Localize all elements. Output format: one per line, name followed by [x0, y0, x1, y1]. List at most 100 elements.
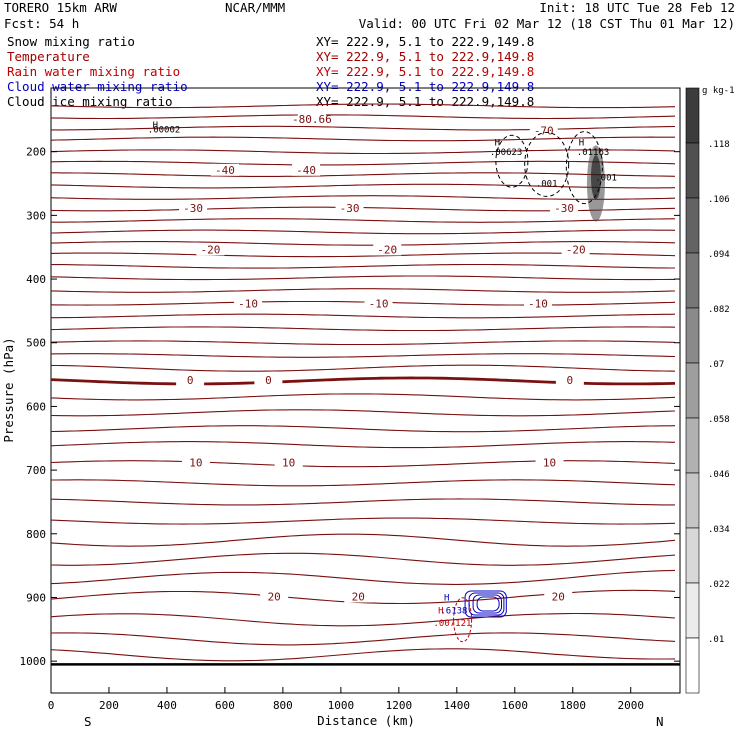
legend-cloud-ice-label: Cloud ice mixing ratio — [7, 94, 173, 109]
isotherm-label-bg — [364, 297, 393, 310]
model-title: TORERO 15km ARW — [4, 0, 117, 15]
contour-annotation: H — [495, 138, 500, 148]
isotherm-label-bg — [535, 456, 564, 469]
isotherm-label-bg — [335, 202, 364, 214]
x-tick-label: 200 — [99, 699, 119, 712]
contour-annotation: .00623 — [490, 148, 523, 158]
isotherm-line — [50, 340, 676, 346]
snow-contour — [495, 134, 529, 188]
colorbar-cell — [685, 307, 700, 364]
colorbar-tick-label: .058 — [708, 415, 730, 425]
legend-cloud-water-label: Cloud water mixing ratio — [7, 79, 188, 94]
isotherm-label-bg — [196, 243, 225, 256]
legend: Snow mixing ratio XY= 222.9, 5.1 to 222.… — [7, 34, 534, 109]
isotherm-label-bg — [179, 202, 208, 214]
cloud-water-contour — [476, 596, 500, 612]
isotherm-line — [50, 288, 676, 293]
isotherm-line — [51, 479, 676, 487]
isotherm-label-bg — [260, 590, 289, 603]
isotherm-label-bg — [297, 112, 326, 125]
isotherm-label: -10 — [528, 298, 548, 311]
contour-annotation: .6138 — [440, 606, 467, 616]
isotherm-label-bg — [544, 590, 573, 603]
legend-temperature-xy: XY= 222.9, 5.1 to 222.9,149.8 — [316, 49, 534, 64]
x-tick-label: 1400 — [444, 699, 471, 712]
colorbar-tick-label: .022 — [708, 580, 730, 590]
isotherm-line — [50, 229, 676, 235]
temperature-contours: -80.66 -70 -40 -40 -30 -30 -30 -20 -20 -20 -10 -10 -… — [50, 103, 680, 666]
isotherm-label: -10 — [238, 298, 258, 311]
isotherm-line — [50, 241, 676, 246]
contour-annotation: H — [579, 138, 584, 148]
snow-contour — [524, 131, 570, 197]
x-tick-label: 800 — [273, 699, 293, 712]
isotherm-label: 10 — [543, 457, 556, 470]
colorbar-cell — [685, 472, 700, 529]
isotherm-label: -20 — [377, 243, 397, 256]
colorbar-cell — [685, 142, 700, 199]
isotherm-line — [50, 533, 676, 547]
isotherm-line — [50, 114, 676, 120]
colorbar-unit: g kg-1 — [702, 86, 735, 96]
y-tick-label: 200 — [26, 146, 46, 159]
y-tick-label: 600 — [26, 400, 46, 413]
org-title: NCAR/MMM — [225, 0, 285, 15]
isotherm-label: -20 — [200, 243, 220, 256]
isotherm-line — [50, 441, 676, 449]
isotherm-label-bg — [344, 590, 373, 603]
colorbar-cell — [685, 362, 700, 419]
isotherm-line — [50, 300, 676, 306]
x-axis-south-label: S — [84, 714, 92, 729]
isotherm-label-bg — [529, 124, 558, 137]
isotherm-line — [50, 552, 676, 566]
x-tick-label: 400 — [157, 699, 177, 712]
isotherm-label: -40 — [215, 164, 235, 177]
isotherm-label: -30 — [183, 202, 203, 215]
isotherm-line — [51, 263, 675, 269]
contour-annotation: H — [444, 594, 449, 604]
rain-contour — [453, 597, 473, 643]
isotherm-line — [50, 425, 676, 433]
contour-annotation: .00002 — [148, 126, 181, 136]
isotherm-label: -70 — [534, 124, 554, 137]
isotherm-label-bg — [523, 297, 552, 310]
isotherm-label: 0 — [187, 374, 194, 387]
isotherm-line — [50, 275, 675, 281]
y-axis-label: Pressure (hPa) — [1, 337, 16, 442]
legend-cloud-ice-xy: XY= 222.9, 5.1 to 222.9,149.8 — [316, 94, 534, 109]
isotherm-label: -30 — [554, 202, 574, 215]
y-tick-label: 1000 — [20, 655, 47, 668]
colorbar: .01 .022 .034 .046 .058 .07 .082 .094 .106 .118 — [685, 87, 730, 694]
isotherm-line — [50, 612, 676, 627]
isotherm-line — [50, 498, 675, 506]
y-tick-label: 700 — [26, 464, 46, 477]
isotherm-label-bg — [561, 243, 590, 256]
legend-temperature-label: Temperature — [7, 49, 90, 64]
isotherm-line — [50, 409, 676, 417]
y-tick-label: 500 — [26, 337, 46, 350]
cloud-features: H.00002H.00623H.01163.001.001HH.6138.007… — [148, 121, 617, 643]
colorbar-tick-label: .01 — [708, 635, 724, 645]
isotherm-label-bg — [181, 456, 210, 469]
isotherm-line — [51, 125, 676, 131]
isotherm-label-bg — [550, 202, 579, 214]
x-axis-north-label: N — [656, 714, 664, 729]
plot-frame — [50, 87, 681, 694]
colorbar-cell — [685, 197, 700, 254]
isotherm-label: 0 — [567, 374, 574, 387]
isotherm-line — [50, 460, 676, 468]
isotherm-line — [50, 648, 676, 662]
contour-annotation: .001 — [595, 173, 617, 183]
contour-annotation: .01163 — [577, 148, 610, 158]
cloud-ice-core — [590, 155, 601, 200]
contour-annotation: H — [438, 606, 443, 616]
colorbar-cell — [685, 637, 700, 694]
colorbar-tick-label: .118 — [708, 140, 730, 150]
colorbar-tick-label: .034 — [708, 525, 730, 535]
colorbar-tick-label: .07 — [708, 360, 724, 370]
isotherm-line — [50, 326, 676, 332]
legend-snow-xy: XY= 222.9, 5.1 to 222.9,149.8 — [316, 34, 534, 49]
isotherm-line — [50, 183, 676, 189]
isotherm-label-bg — [292, 163, 321, 176]
